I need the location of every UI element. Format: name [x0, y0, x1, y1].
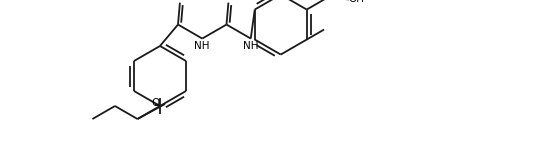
Text: S: S	[225, 0, 232, 2]
Text: NH: NH	[195, 41, 210, 50]
Text: O: O	[151, 98, 159, 108]
Text: O: O	[176, 0, 184, 2]
Text: OH: OH	[348, 0, 365, 4]
Text: NH: NH	[243, 41, 259, 50]
